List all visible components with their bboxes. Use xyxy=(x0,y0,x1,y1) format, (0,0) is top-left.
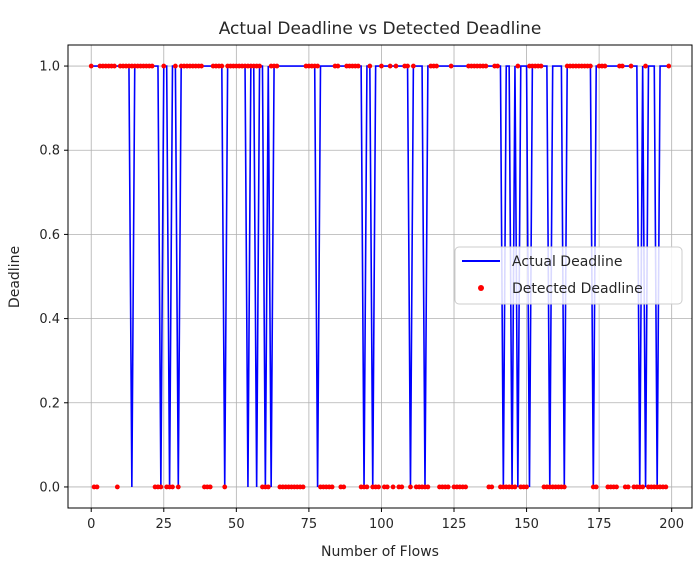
detected-deadline-point xyxy=(88,63,94,69)
detected-deadline-point xyxy=(300,484,306,490)
detected-deadline-point xyxy=(94,484,100,490)
detected-deadline-point xyxy=(588,63,593,69)
x-tick-label: 150 xyxy=(514,517,539,532)
plot-frame xyxy=(67,44,693,509)
detected-deadline-point xyxy=(515,63,521,69)
legend: Actual Deadline Detected Deadline xyxy=(454,246,683,305)
detected-deadline-point xyxy=(666,63,672,69)
legend-label-actual-deadline: Actual Deadline xyxy=(512,254,622,270)
detected-deadline-point xyxy=(640,484,646,490)
x-tick-label: 100 xyxy=(369,517,394,532)
x-tick-label: 50 xyxy=(228,517,245,532)
legend-label-detected-deadline: Detected Deadline xyxy=(512,281,643,297)
detected-deadline-point xyxy=(390,484,396,490)
detected-deadline-point xyxy=(379,63,384,69)
detected-deadline-point xyxy=(625,484,631,490)
detected-deadline-point xyxy=(207,484,213,490)
detected-deadline-point xyxy=(410,63,416,69)
detected-deadline-point xyxy=(643,63,648,69)
series-detected-deadline-points xyxy=(88,63,672,490)
detected-deadline-point xyxy=(355,63,361,69)
detected-deadline-point xyxy=(149,63,155,69)
detected-deadline-point xyxy=(265,484,271,490)
detected-deadline-point xyxy=(425,484,431,490)
detected-deadline-point xyxy=(364,484,370,490)
x-tick-label: 25 xyxy=(156,517,173,532)
detected-deadline-point xyxy=(512,484,518,490)
chart-title: Actual Deadline vs Detected Deadline xyxy=(219,19,542,39)
detected-deadline-point xyxy=(274,63,280,69)
detected-deadline-point xyxy=(257,63,262,69)
plot-data xyxy=(88,63,672,490)
detected-deadline-point xyxy=(219,63,225,69)
detected-deadline-point xyxy=(384,484,390,490)
detected-deadline-point xyxy=(367,63,373,69)
legend-dot-swatch xyxy=(478,285,484,291)
detected-deadline-point xyxy=(315,63,320,69)
detected-deadline-point xyxy=(161,63,167,69)
detected-deadline-point xyxy=(172,63,178,69)
detected-deadline-point xyxy=(158,484,164,490)
detected-deadline-point xyxy=(448,63,454,69)
detected-deadline-point xyxy=(561,484,567,490)
detected-deadline-point xyxy=(593,484,599,490)
detected-deadline-point xyxy=(114,484,120,490)
detected-deadline-point xyxy=(393,63,399,69)
detected-deadline-point xyxy=(614,484,619,490)
detected-deadline-point xyxy=(483,63,489,69)
x-tick-label: 125 xyxy=(442,517,467,532)
y-tick-label: 0.6 xyxy=(39,228,60,243)
y-axis-label: Deadline xyxy=(7,246,23,308)
y-tick-label: 0.0 xyxy=(39,480,60,495)
detected-deadline-point xyxy=(405,63,410,69)
detected-deadline-point xyxy=(463,484,469,490)
detected-deadline-point xyxy=(335,63,341,69)
detected-deadline-point xyxy=(341,484,347,490)
detected-deadline-point xyxy=(199,63,204,69)
x-tick-label: 75 xyxy=(301,517,318,532)
y-tick-label: 1.0 xyxy=(39,60,60,75)
detected-deadline-point xyxy=(495,63,500,69)
detected-deadline-point xyxy=(434,63,439,69)
detected-deadline-point xyxy=(376,484,381,490)
x-axis-ticks: 0 25 50 75 100 125 150 175 200 xyxy=(87,508,684,532)
detected-deadline-point xyxy=(445,484,451,490)
x-tick-label: 0 xyxy=(87,517,95,532)
x-axis-label: Number of Flows xyxy=(321,544,439,560)
detected-deadline-point xyxy=(112,63,117,69)
y-tick-label: 0.2 xyxy=(39,396,60,411)
detected-deadline-point xyxy=(387,63,393,69)
detected-deadline-point xyxy=(329,484,335,490)
detected-deadline-point xyxy=(663,484,669,490)
x-tick-label: 175 xyxy=(587,517,612,532)
detected-deadline-point xyxy=(408,484,413,490)
detected-deadline-point xyxy=(538,63,544,69)
detected-deadline-point xyxy=(524,484,529,490)
detected-deadline-point xyxy=(619,63,625,69)
detected-deadline-point xyxy=(399,484,405,490)
detected-deadline-point xyxy=(175,484,181,490)
detected-deadline-point xyxy=(170,484,175,490)
x-tick-label: 200 xyxy=(659,517,684,532)
y-tick-label: 0.8 xyxy=(39,144,60,159)
detected-deadline-point xyxy=(602,63,608,69)
y-axis-ticks: 0.0 0.2 0.4 0.6 0.8 1.0 xyxy=(39,60,68,495)
detected-deadline-point xyxy=(489,484,495,490)
legend-box xyxy=(454,246,683,305)
y-tick-label: 0.4 xyxy=(39,312,60,327)
detected-deadline-point xyxy=(628,63,634,69)
detected-deadline-point xyxy=(222,484,228,490)
